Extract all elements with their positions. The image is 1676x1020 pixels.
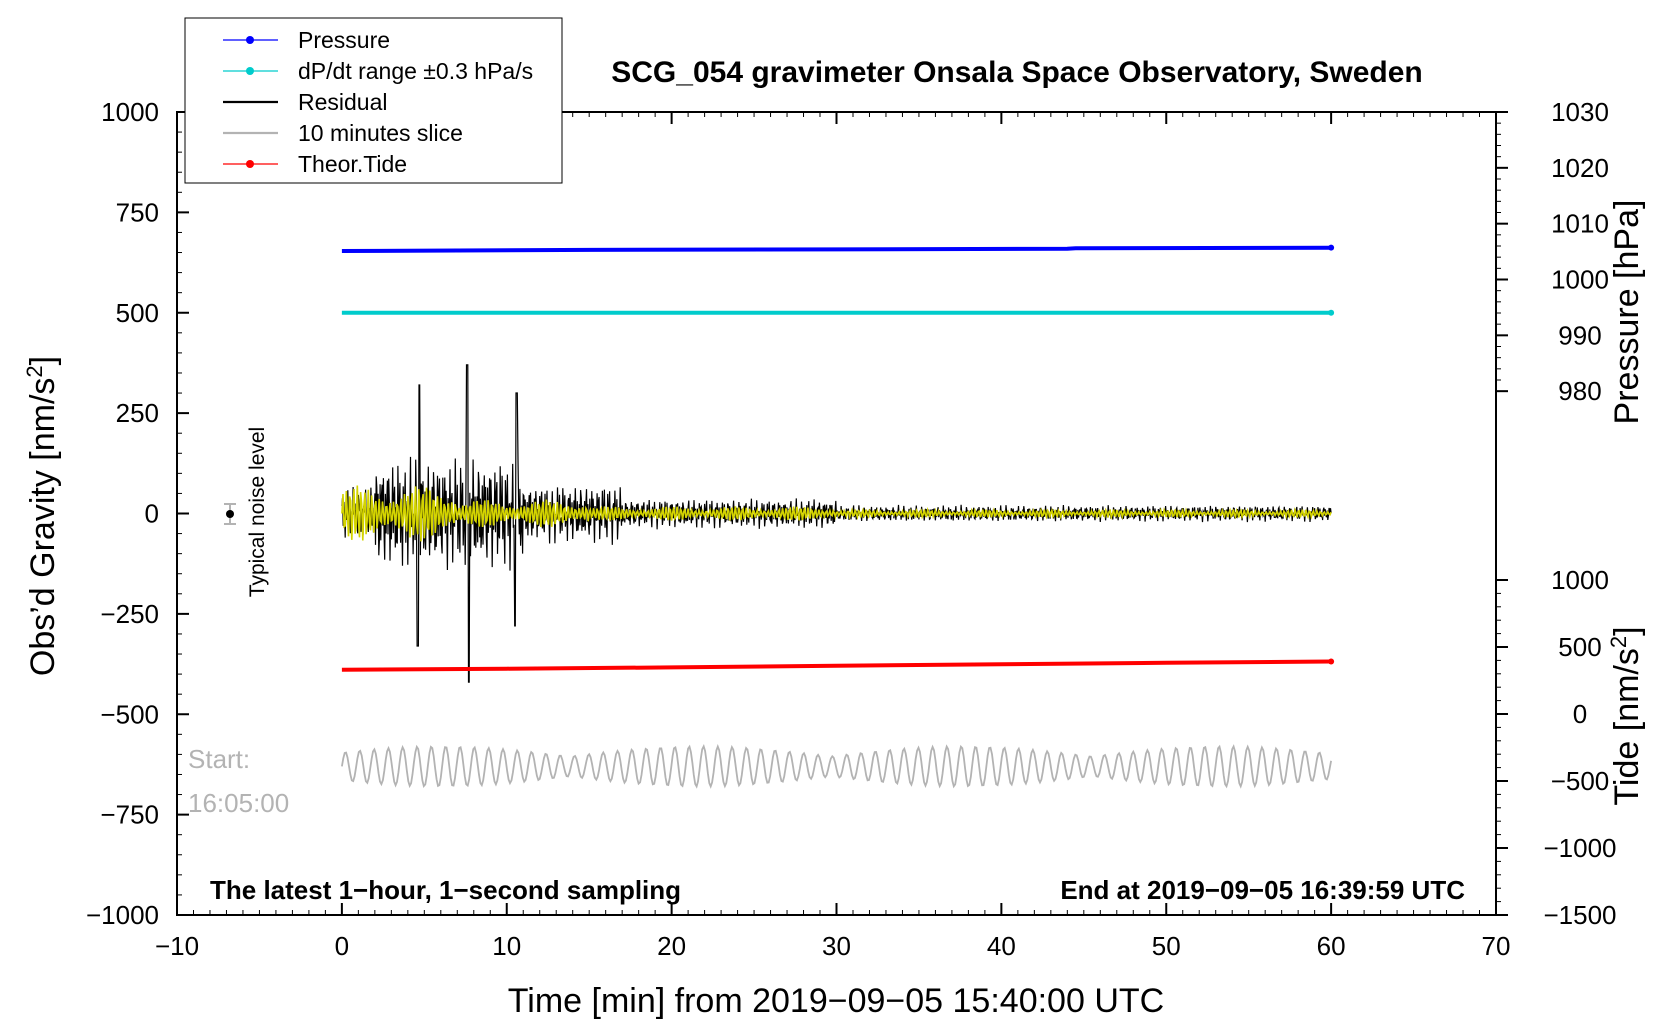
legend-label: Theor.Tide — [298, 151, 407, 177]
x-tick-label: 30 — [822, 931, 851, 961]
y-tide-tick-label: −1500 — [1543, 900, 1616, 930]
x-tick-label: 50 — [1152, 931, 1181, 961]
legend-label: Pressure — [298, 27, 390, 53]
start-label: Start: — [188, 744, 250, 774]
tide-title-end: ] — [1608, 626, 1646, 635]
slice-line — [341, 744, 1332, 789]
legend-label: Residual — [298, 89, 388, 115]
legend-marker — [246, 67, 254, 75]
pressure-line — [341, 245, 1332, 253]
y-tide-tick-label: −500 — [1551, 766, 1610, 796]
series-layer — [341, 244, 1335, 789]
y-left-tick-label: −750 — [100, 800, 159, 830]
y-left-tick-label: 250 — [116, 398, 159, 428]
x-tick-label: 70 — [1482, 931, 1511, 961]
noise-label: Typical noise level — [246, 427, 269, 597]
x-tick-label: 0 — [335, 931, 349, 961]
legend-box — [184, 17, 563, 184]
y-pressure-tick-label: 1020 — [1551, 153, 1609, 183]
y-left-title-end: ] — [24, 356, 62, 365]
y-pressure-tick-label: 1030 — [1551, 97, 1609, 127]
start-time: 16:05:00 — [188, 788, 289, 818]
ticks-layer: −10 0 10 20 30 40 50 60 7010007505002500−250−500… — [86, 97, 1617, 961]
legend-marker — [246, 36, 254, 44]
x-tick-label: 10 — [492, 931, 521, 961]
end-time-note: End at 2019−09−05 16:39:59 UTC — [1060, 875, 1465, 905]
y-left-tick-label: 0 — [145, 499, 159, 529]
dpdt-end-marker — [1328, 309, 1335, 316]
x-tick-label: 40 — [987, 931, 1016, 961]
x-tick-label: −10 — [155, 931, 199, 961]
legend-layer: Pressure dP/dt range ±0.3 hPa/s Residual 10… — [223, 27, 533, 177]
y-left-tick-label: −500 — [100, 699, 159, 729]
x-axis-title: Time [min] from 2019−09−05 15:40:00 UTC — [508, 982, 1164, 1020]
pressure-end-marker — [1328, 244, 1335, 251]
tide-title-main: Tide [nm/s — [1608, 648, 1646, 805]
x-tick-label: 60 — [1317, 931, 1346, 961]
chart-title: SCG_054 gravimeter Onsala Space Observat… — [611, 56, 1423, 89]
legend-marker — [246, 160, 254, 168]
y-tide-tick-label: 0 — [1573, 699, 1587, 729]
y-pressure-tick-label: 1000 — [1551, 265, 1609, 295]
x-tick-label: 20 — [657, 931, 686, 961]
y-left-tick-label: 1000 — [101, 97, 159, 127]
tide-end-marker — [1328, 658, 1335, 665]
y-left-title-sup: 2 — [22, 365, 47, 377]
tide-line — [341, 659, 1332, 672]
y-tide-tick-label: 1000 — [1551, 565, 1609, 595]
legend-label: 10 minutes slice — [298, 120, 463, 146]
y-pressure-tick-label: 1010 — [1551, 209, 1609, 239]
y-axis-title-pressure: Pressure [hPa] — [1608, 200, 1646, 425]
y-left-tick-label: 500 — [116, 298, 159, 328]
y-tide-tick-label: −1000 — [1543, 833, 1616, 863]
y-left-tick-label: 750 — [116, 197, 159, 227]
y-axis-title-left: Obs’d Gravity [nm/s2] — [22, 356, 63, 676]
y-left-tick-label: −250 — [100, 599, 159, 629]
tide-title-sup: 2 — [1606, 636, 1631, 648]
y-left-title-main: Obs’d Gravity [nm/s — [24, 378, 62, 677]
y-left-tick-label: −1000 — [86, 900, 159, 930]
y-pressure-tick-label: 980 — [1558, 376, 1601, 406]
y-tide-tick-label: 500 — [1558, 632, 1601, 662]
sampling-note: The latest 1−hour, 1−second sampling — [210, 875, 681, 905]
y-pressure-tick-label: 990 — [1558, 320, 1601, 350]
noise-dot — [226, 510, 234, 518]
filtered-line — [341, 485, 1332, 542]
legend-label: dP/dt range ±0.3 hPa/s — [298, 58, 533, 84]
y-axis-title-tide: Tide [nm/s2] — [1606, 626, 1647, 805]
